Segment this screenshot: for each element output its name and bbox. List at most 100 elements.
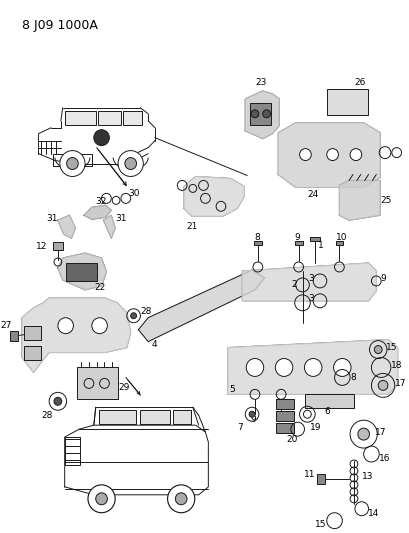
Bar — [310, 237, 320, 241]
Circle shape — [96, 493, 108, 505]
Text: 8: 8 — [254, 232, 260, 241]
Text: 24: 24 — [308, 190, 319, 199]
Bar — [276, 411, 294, 421]
Bar — [66, 263, 97, 281]
Text: 25: 25 — [380, 196, 391, 205]
Bar — [10, 330, 18, 341]
Text: 18: 18 — [391, 361, 402, 370]
Text: 1: 1 — [318, 240, 324, 249]
Bar — [53, 242, 63, 250]
Bar — [254, 241, 262, 245]
Text: 21: 21 — [186, 222, 198, 231]
Text: 4: 4 — [152, 340, 158, 349]
Polygon shape — [139, 270, 265, 342]
Text: 28: 28 — [41, 411, 53, 419]
Circle shape — [246, 359, 264, 376]
Bar — [99, 410, 135, 424]
Text: 17: 17 — [375, 427, 387, 437]
Text: 10: 10 — [276, 415, 288, 424]
Circle shape — [131, 313, 137, 319]
Circle shape — [94, 130, 109, 146]
Text: 17: 17 — [395, 379, 406, 388]
Text: 6: 6 — [325, 407, 330, 416]
Circle shape — [249, 411, 255, 417]
Bar — [335, 241, 343, 245]
Circle shape — [58, 318, 73, 334]
Polygon shape — [339, 181, 380, 220]
Bar — [276, 423, 294, 433]
Text: 29: 29 — [118, 383, 129, 392]
Text: 12: 12 — [36, 241, 47, 251]
Bar — [276, 399, 294, 409]
Text: 19: 19 — [310, 423, 322, 432]
Bar — [140, 410, 169, 424]
Polygon shape — [22, 298, 131, 373]
Text: 13: 13 — [362, 472, 373, 481]
Text: 32: 32 — [96, 197, 107, 206]
Circle shape — [251, 110, 259, 118]
Text: 23: 23 — [255, 78, 266, 87]
Text: 31: 31 — [46, 214, 58, 223]
Bar — [327, 89, 368, 115]
Text: 2: 2 — [291, 280, 297, 289]
Text: 31: 31 — [115, 214, 127, 223]
Polygon shape — [242, 263, 376, 301]
Bar — [65, 111, 96, 125]
Text: 26: 26 — [354, 78, 365, 87]
Polygon shape — [103, 215, 115, 238]
Text: 9: 9 — [250, 415, 256, 424]
Bar — [295, 241, 303, 245]
Text: 27: 27 — [0, 321, 12, 330]
Text: 20: 20 — [286, 434, 297, 443]
Polygon shape — [278, 123, 380, 188]
Circle shape — [263, 110, 270, 118]
Circle shape — [300, 149, 311, 160]
Bar — [98, 111, 121, 125]
Text: 15: 15 — [386, 343, 398, 352]
Bar — [24, 345, 41, 360]
Circle shape — [125, 158, 137, 169]
Text: 15: 15 — [315, 520, 327, 529]
Bar — [173, 410, 191, 424]
Text: 16: 16 — [379, 455, 391, 464]
Text: 7: 7 — [238, 423, 243, 432]
Bar — [65, 437, 80, 465]
Circle shape — [118, 151, 143, 176]
Circle shape — [334, 359, 351, 376]
Circle shape — [92, 318, 108, 334]
Circle shape — [378, 381, 388, 390]
Bar — [306, 394, 354, 408]
Text: 8 J09 1000A: 8 J09 1000A — [22, 19, 98, 33]
Circle shape — [67, 158, 78, 169]
Circle shape — [350, 149, 362, 160]
Polygon shape — [58, 253, 106, 290]
Bar — [53, 154, 92, 166]
Polygon shape — [58, 215, 75, 238]
Polygon shape — [84, 205, 111, 219]
Polygon shape — [228, 340, 398, 394]
Text: 9: 9 — [295, 232, 301, 241]
Polygon shape — [245, 91, 279, 139]
Text: 14: 14 — [368, 509, 379, 518]
Circle shape — [168, 485, 195, 513]
Bar — [77, 367, 118, 399]
Text: 5: 5 — [230, 385, 236, 394]
Text: 9: 9 — [380, 274, 386, 284]
Text: 8: 8 — [350, 373, 356, 382]
Text: 3: 3 — [308, 274, 314, 284]
Polygon shape — [184, 176, 244, 216]
Circle shape — [275, 359, 293, 376]
Text: 11: 11 — [303, 471, 315, 479]
Circle shape — [358, 428, 369, 440]
Bar — [317, 474, 325, 484]
Text: 28: 28 — [140, 307, 152, 316]
Circle shape — [54, 397, 62, 405]
Bar — [123, 111, 142, 125]
Circle shape — [88, 485, 115, 513]
Text: 3: 3 — [308, 294, 314, 303]
Text: 30: 30 — [129, 189, 140, 198]
Circle shape — [175, 493, 187, 505]
Circle shape — [60, 151, 85, 176]
Text: 10: 10 — [335, 232, 347, 241]
Bar — [24, 326, 41, 340]
